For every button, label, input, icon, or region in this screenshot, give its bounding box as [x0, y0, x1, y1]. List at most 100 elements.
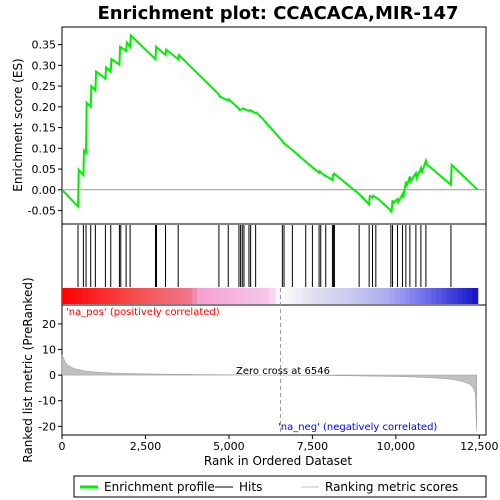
ranking-gradient-segment — [394, 288, 401, 304]
ranking-gradient-segment — [269, 288, 276, 304]
legend-label: Enrichment profile — [104, 480, 215, 494]
legend-box — [73, 475, 487, 498]
es-y-tick-label: 0.35 — [32, 39, 57, 52]
zero-cross-label: Zero cross at 6546 — [236, 366, 330, 377]
ranking-gradient-segment — [316, 288, 323, 304]
es-y-tick-label: 0.25 — [32, 80, 57, 93]
ranking-metric-area — [61, 354, 477, 432]
ranking-gradient-segment — [228, 288, 235, 304]
es-y-tick-label: 0.00 — [32, 184, 57, 197]
es-y-axis-title: Enrichment score (ES) — [11, 58, 25, 191]
ranking-gradient-segment — [217, 288, 224, 304]
neg-correlated-label: 'na_neg' (negatively correlated) — [278, 422, 437, 433]
es-y-tick-label: 0.10 — [32, 142, 57, 155]
enrichment-profile-line — [61, 33, 479, 213]
ranking-gradient-segment — [93, 288, 99, 304]
ranking-gradient-segment — [436, 288, 442, 304]
ranking-gradient-segment — [410, 288, 416, 304]
es-y-tick-label: 0.05 — [32, 163, 57, 176]
ranking-gradient-segment — [124, 288, 131, 304]
ranking-gradient-segment — [62, 288, 68, 304]
x-tick-label: 12,500 — [460, 440, 499, 453]
es-y-tick-label: 0.30 — [32, 59, 57, 72]
ranking-gradient-segment — [451, 288, 458, 304]
ranking-gradient-segment — [462, 288, 468, 304]
ranking-gradient-segment — [352, 288, 359, 304]
ranking-gradient-segment — [181, 288, 188, 304]
ranking-gradient-segment — [82, 288, 89, 304]
es-y-tick-label: 0.20 — [32, 101, 57, 114]
ranking-gradient-segment — [363, 288, 370, 304]
ranking-panel-frame — [61, 304, 487, 436]
es-panel-frame — [61, 26, 487, 225]
ranking-gradient-segment — [238, 288, 245, 304]
ranking-gradient-segment — [384, 288, 390, 304]
ranking-gradient-segment — [186, 288, 193, 304]
x-tick-label: 10,000 — [377, 440, 416, 453]
ranking-gradient-segment — [415, 288, 422, 304]
ranking-gradient-segment — [467, 288, 474, 304]
ranking-gradient-segment — [249, 288, 255, 304]
x-tick-label: 0 — [59, 440, 66, 453]
ranking-y-tick-label: -20 — [38, 420, 56, 433]
ranking-gradient-segment — [87, 288, 94, 304]
ranking-y-tick-label: 20 — [42, 318, 56, 331]
ranking-gradient-segment — [456, 288, 463, 304]
ranking-gradient-segment — [139, 288, 146, 304]
ranking-gradient-segment — [332, 288, 338, 304]
ranking-gradient-segment — [233, 288, 240, 304]
x-tick-label: 7,500 — [297, 440, 329, 453]
ranking-gradient-segment — [165, 288, 172, 304]
ranking-y-axis-title: Ranked list metric (PreRanked) — [21, 277, 35, 462]
ranking-gradient-segment — [243, 288, 250, 304]
ranking-gradient-segment — [207, 288, 214, 304]
ranking-gradient-segment — [197, 288, 203, 304]
ranking-gradient-segment — [98, 288, 105, 304]
ranking-gradient-segment — [171, 288, 177, 304]
es-y-tick-label: -0.05 — [28, 205, 56, 218]
ranking-gradient-segment — [176, 288, 183, 304]
ranking-gradient-segment — [404, 288, 411, 304]
ranking-gradient-segment — [306, 288, 312, 304]
ranking-gradient-segment — [103, 288, 110, 304]
pos-correlated-label: 'na_pos' (positively correlated) — [66, 307, 220, 318]
ranking-gradient-segment — [67, 288, 73, 304]
ranking-gradient-segment — [202, 288, 209, 304]
ranking-gradient-segment — [259, 288, 266, 304]
ranking-gradient-segment — [311, 288, 318, 304]
ranking-gradient-segment — [254, 288, 261, 304]
es-y-tick-label: 0.15 — [32, 122, 57, 135]
chart-title: Enrichment plot: CCACACA,MIR-147 — [97, 3, 458, 24]
ranking-gradient-segment — [337, 288, 344, 304]
ranking-gradient-segment — [191, 288, 198, 304]
ranking-gradient-segment — [441, 288, 448, 304]
ranking-gradient-segment — [275, 288, 281, 304]
ranking-gradient-segment — [290, 288, 297, 304]
ranking-gradient-segment — [155, 288, 162, 304]
ranking-gradient-segment — [378, 288, 385, 304]
ranking-gradient-segment — [368, 288, 375, 304]
ranking-gradient-segment — [134, 288, 141, 304]
ranking-gradient-segment — [446, 288, 453, 304]
ranking-gradient-segment — [301, 288, 307, 304]
ranking-gradient-segment — [160, 288, 167, 304]
ranking-gradient-segment — [77, 288, 84, 304]
ranking-gradient-segment — [150, 288, 157, 304]
ranking-gradient-segment — [373, 288, 380, 304]
ranking-y-tick-label: 10 — [42, 344, 56, 357]
ranking-gradient-segment — [295, 288, 302, 304]
ranking-gradient-segment — [285, 288, 292, 304]
ranking-gradient-segment — [321, 288, 328, 304]
ranking-gradient-segment — [472, 288, 479, 304]
ranking-gradient-segment — [347, 288, 354, 304]
ranking-y-tick-label: -10 — [38, 395, 56, 408]
legend-label: Hits — [239, 480, 262, 494]
ranking-gradient-segment — [72, 288, 79, 304]
ranking-gradient-segment — [223, 288, 229, 304]
ranking-gradient-segment — [119, 288, 125, 304]
legend-label: Ranking metric scores — [325, 480, 458, 494]
ranking-gradient-segment — [399, 288, 406, 304]
ranking-gradient-segment — [430, 288, 437, 304]
ranking-gradient-segment — [129, 288, 136, 304]
